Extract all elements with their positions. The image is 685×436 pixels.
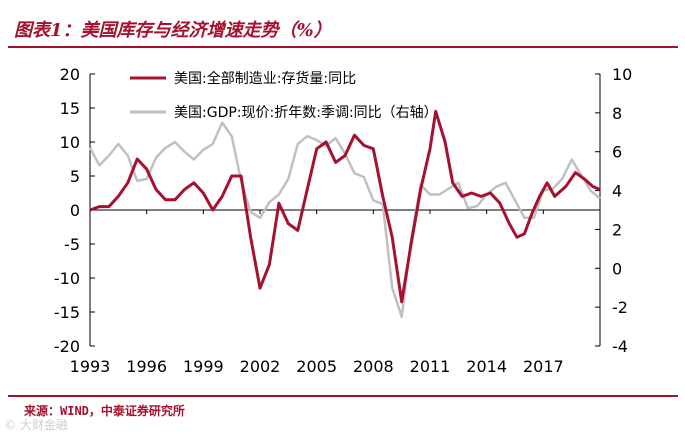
y-right-tick-label: -2 xyxy=(612,298,628,317)
y-left-tick-label: 10 xyxy=(60,133,80,152)
y-right-tick-label: 10 xyxy=(612,65,632,84)
x-tick-label: 1993 xyxy=(70,357,111,376)
series-line-inventory xyxy=(89,109,601,304)
chart-title: 图表1：美国库存与经济增速走势（%） xyxy=(14,20,332,41)
x-tick-label: 2005 xyxy=(296,357,337,376)
x-tick-label: 2008 xyxy=(353,357,394,376)
y-left-tick-label: -15 xyxy=(54,303,80,322)
x-tick-label: 2017 xyxy=(523,357,564,376)
y-left-tick-label: -20 xyxy=(54,337,80,356)
bottom-rule xyxy=(8,395,678,397)
y-left-tick-label: 5 xyxy=(70,167,80,186)
legend-label-inventory: 美国:全部制造业:存货量:同比 xyxy=(174,70,356,87)
y-right-tick-label: 4 xyxy=(612,182,622,201)
y-right-tick-label: 8 xyxy=(612,104,622,123)
x-tick-label: 1996 xyxy=(126,357,167,376)
y-left-tick-label: 20 xyxy=(60,65,80,84)
y-left-tick-label: -10 xyxy=(54,269,80,288)
y-right-tick-label: 0 xyxy=(612,259,622,278)
y-left-tick-label: 0 xyxy=(70,201,80,220)
series-line-gdp xyxy=(88,121,601,319)
watermark: © 大财金融 xyxy=(4,418,68,432)
y-right-tick-label: -4 xyxy=(612,337,628,356)
x-tick-label: 1999 xyxy=(183,357,224,376)
title-rule xyxy=(8,46,678,48)
x-tick-label: 2014 xyxy=(466,357,507,376)
title-bar: 图表1：美国库存与经济增速走势（%） xyxy=(0,0,685,46)
y-right-tick-label: 2 xyxy=(612,220,622,239)
y-left-tick-label: -5 xyxy=(64,235,80,254)
y-right-tick-label: 6 xyxy=(612,143,622,162)
legend: 美国:全部制造业:存货量:同比 美国:GDP:现价:折年数:季调:同比（右轴） xyxy=(130,70,438,121)
x-tick-label: 2002 xyxy=(240,357,281,376)
x-tick-label: 2011 xyxy=(410,357,451,376)
plot-lines xyxy=(88,109,601,319)
y-left-tick-label: 15 xyxy=(60,99,80,118)
source-note: 来源：WIND，中泰证券研究所 xyxy=(24,404,185,418)
legend-label-gdp: 美国:GDP:现价:折年数:季调:同比（右轴） xyxy=(174,105,438,121)
